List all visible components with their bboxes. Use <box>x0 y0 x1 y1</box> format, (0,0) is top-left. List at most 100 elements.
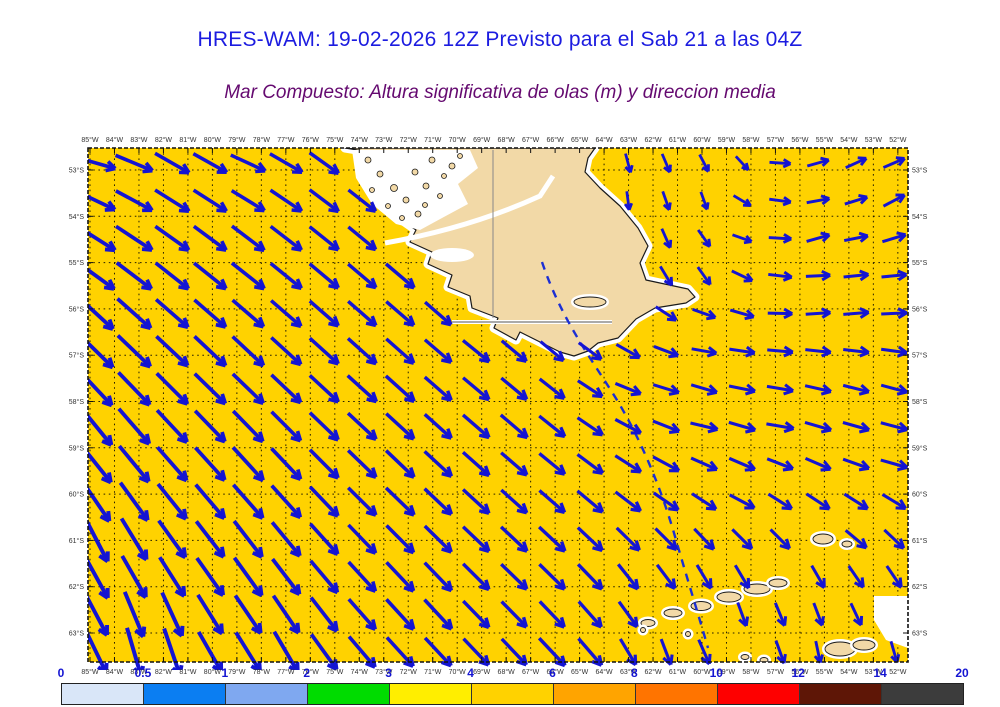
wave-arrow <box>842 383 870 396</box>
wave-arrow <box>696 266 712 286</box>
islet <box>369 187 375 193</box>
lat-label-left: 55°S <box>69 259 85 267</box>
wave-height-colorbar <box>61 683 964 705</box>
lat-label-left: 62°S <box>69 583 85 591</box>
wave-arrow <box>499 413 529 440</box>
colorbar-cell-0.5-1 <box>144 684 226 704</box>
wave-arrow <box>308 188 340 214</box>
islet <box>364 156 372 164</box>
wave-arrow <box>577 600 603 629</box>
wave-arrow <box>193 372 228 406</box>
wave-arrow <box>880 383 908 396</box>
lon-label-top: 57°W <box>767 136 785 144</box>
wave-arrow <box>88 267 116 291</box>
islet <box>390 184 398 192</box>
lon-label-bottom: 57°W <box>767 668 785 676</box>
wave-arrow <box>197 631 224 670</box>
islet <box>414 210 422 218</box>
wave-arrow <box>193 446 227 482</box>
wave-arrow <box>308 262 340 290</box>
wave-direction-arrows <box>88 151 908 670</box>
lat-label-right: 61°S <box>912 537 928 545</box>
wave-arrow <box>880 345 908 358</box>
wave-arrow <box>231 483 265 520</box>
wave-arrow <box>538 414 567 439</box>
wave-arrow <box>768 233 792 244</box>
lat-label-right: 53°S <box>912 167 928 175</box>
lon-label-bottom: 75°W <box>326 668 344 676</box>
wave-arrow <box>652 419 681 435</box>
wave-arrow <box>423 636 453 668</box>
wave-arrow <box>88 194 117 212</box>
lon-label-top: 76°W <box>302 136 320 144</box>
lon-label-top: 77°W <box>277 136 295 144</box>
lon-label-bottom: 74°W <box>351 668 369 676</box>
wave-arrow <box>308 374 340 404</box>
wave-arrow <box>308 411 340 442</box>
wave-arrow <box>154 298 190 330</box>
wave-arrow <box>270 336 303 367</box>
colorbar-value-8: 8 <box>631 666 638 680</box>
lon-label-top: 79°W <box>228 136 246 144</box>
wave-arrow <box>88 340 115 370</box>
lon-label-bottom: 72°W <box>400 668 418 676</box>
wave-arrow <box>766 383 794 396</box>
wave-arrow <box>192 224 228 252</box>
wave-arrow <box>156 445 189 483</box>
islet <box>411 168 419 176</box>
lon-label-top: 83°W <box>130 136 148 144</box>
wave-arrow <box>230 261 266 291</box>
lon-label-bottom: 83°W <box>130 668 148 676</box>
lon-label-top: 82°W <box>155 136 173 144</box>
colorbar-cell-4-6 <box>472 684 554 704</box>
wave-arrow <box>659 265 674 287</box>
wave-arrow <box>500 451 529 477</box>
wave-arrow <box>423 300 453 327</box>
wave-arrow <box>88 630 109 670</box>
wave-arrow <box>539 340 565 363</box>
wave-arrow <box>193 335 228 368</box>
wave-arrow <box>346 374 378 404</box>
wave-arrow <box>576 489 605 514</box>
wave-arrow <box>309 596 339 633</box>
wave-arrow <box>767 307 793 320</box>
wave-arrow <box>119 517 149 562</box>
lon-label-top: 63°W <box>620 136 638 144</box>
wave-arrow <box>347 300 378 328</box>
wave-arrow <box>805 307 832 319</box>
island-clarence-island <box>841 540 853 548</box>
lon-label-top: 73°W <box>375 136 393 144</box>
wave-arrow <box>384 449 416 479</box>
lat-label-right: 62°S <box>912 583 928 591</box>
lon-label-bottom: 67°W <box>522 668 540 676</box>
wave-arrow <box>346 486 378 517</box>
wave-arrow <box>843 345 870 358</box>
lon-label-bottom: 80°W <box>204 668 222 676</box>
wave-arrow <box>195 556 225 597</box>
wave-arrow <box>728 493 756 510</box>
lon-label-bottom: 76°W <box>302 668 320 676</box>
island-joinville-2 <box>852 639 876 651</box>
wave-arrow <box>881 493 907 510</box>
wave-arrow <box>192 152 229 175</box>
wave-arrow <box>538 377 566 400</box>
wave-arrow <box>385 561 416 593</box>
wave-arrow <box>154 261 190 291</box>
wave-arrow <box>196 593 224 636</box>
page-subtitle: Mar Compuesto: Altura significativa de o… <box>224 82 776 103</box>
wave-arrow <box>847 565 865 589</box>
wave-arrow <box>843 307 870 319</box>
wave-arrow <box>88 413 114 447</box>
wave-arrow <box>271 594 301 635</box>
wave-arrow <box>116 297 153 330</box>
wave-arrow <box>810 564 826 589</box>
wave-arrow <box>157 519 188 560</box>
wave-arrow <box>270 447 303 481</box>
wave-arrow <box>690 456 719 472</box>
wave-arrow <box>155 335 190 368</box>
route-track <box>540 261 710 649</box>
islet <box>399 215 405 221</box>
wave-arrow <box>576 563 604 591</box>
wave-arrow <box>231 409 265 444</box>
lon-label-bottom: 68°W <box>498 668 516 676</box>
